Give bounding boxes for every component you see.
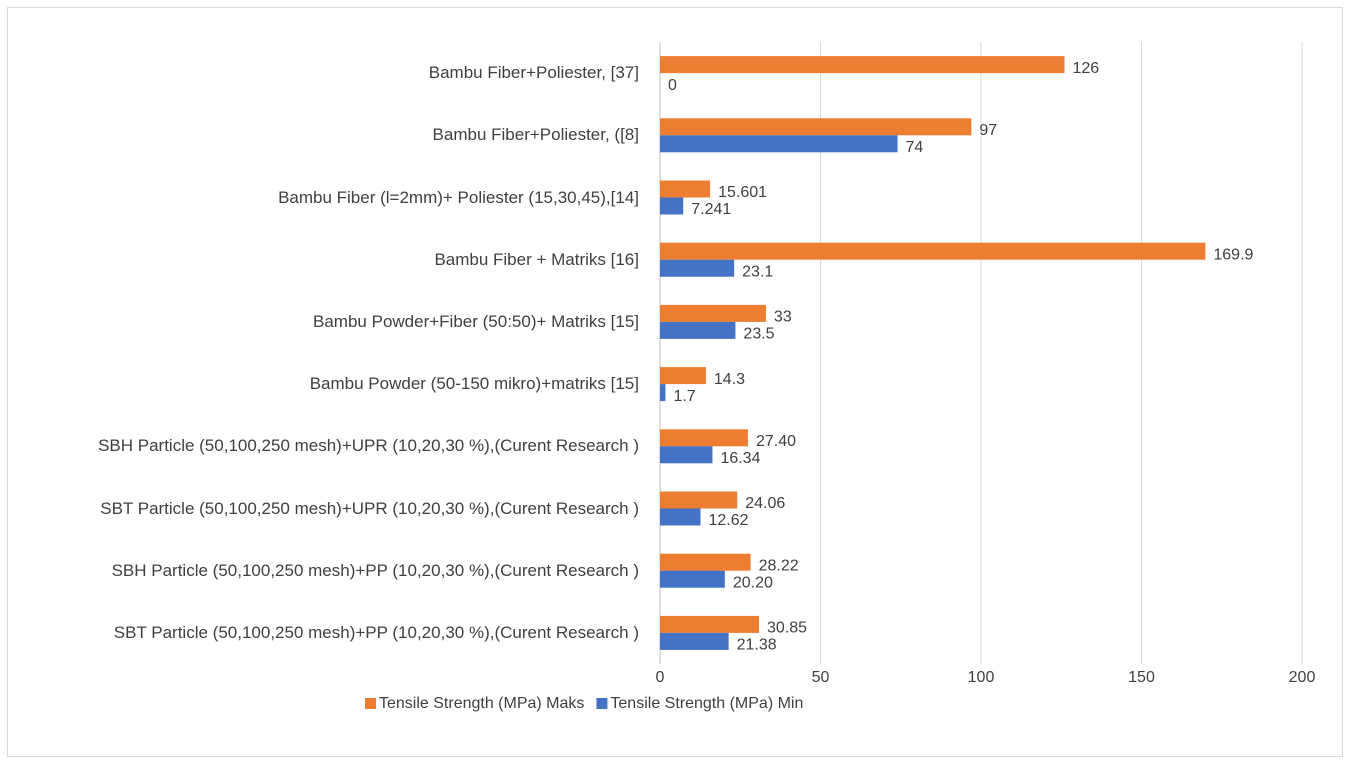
bar (660, 570, 725, 588)
y-tick-label: Bambu Fiber + Matriks [16] (434, 249, 639, 269)
x-tick-label: 150 (1128, 669, 1155, 686)
y-tick-label: Bambu Powder (50-150 mikro)+matriks [15] (309, 374, 639, 394)
bar (660, 446, 713, 464)
bar (660, 242, 1206, 260)
y-tick-label: Bambu Fiber (l=2mm)+ Poliester (15,30,45… (278, 187, 639, 207)
y-tick-label: SBT Particle (50,100,250 mesh)+UPR (10,2… (100, 498, 639, 518)
bar (660, 259, 735, 277)
value-label: 74 (906, 139, 924, 156)
bar (660, 118, 972, 136)
bar (660, 429, 748, 447)
legend-swatch (365, 698, 376, 709)
value-label: 30.85 (767, 620, 807, 637)
bar (660, 304, 766, 322)
value-label: 20.20 (733, 574, 773, 591)
value-label: 7.241 (691, 201, 731, 218)
bar (660, 56, 1065, 74)
value-label: 23.1 (742, 263, 773, 280)
value-label: 27.40 (756, 433, 796, 450)
y-tick-label: SBT Particle (50,100,250 mesh)+PP (10,20… (113, 622, 639, 642)
value-label: 97 (979, 122, 997, 139)
value-label: 16.34 (720, 450, 760, 467)
bar (660, 632, 729, 650)
bar (660, 180, 711, 198)
x-tick-label: 100 (968, 669, 995, 686)
value-label: 1.7 (673, 388, 695, 405)
value-label: 15.601 (718, 184, 767, 201)
bar (660, 553, 751, 571)
value-label: 33 (774, 309, 792, 326)
value-label: 21.38 (737, 637, 777, 654)
y-tick-label: Bambu Powder+Fiber (50:50)+ Matriks [15] (313, 311, 639, 331)
x-tick-label: 200 (1289, 669, 1316, 686)
y-tick-label: SBH Particle (50,100,250 mesh)+UPR (10,2… (98, 436, 639, 456)
legend-swatch (596, 698, 608, 709)
value-label: 126 (1072, 60, 1099, 77)
y-tick-label: Bambu Fiber+Poliester, [37] (428, 63, 639, 83)
bar (660, 367, 706, 385)
value-label: 14.3 (714, 371, 745, 388)
chart-border (7, 7, 1343, 757)
x-tick-label: 50 (812, 669, 830, 686)
x-tick-label: 0 (656, 669, 665, 686)
legend-label: Tensile Strength (MPa) Maks (379, 695, 584, 712)
value-label: 24.06 (745, 495, 785, 512)
bar (660, 508, 701, 526)
value-label: 0 (668, 77, 677, 94)
bar (660, 321, 736, 339)
value-label: 12.62 (709, 512, 749, 529)
legend-label: Tensile Strength (MPa) Min (610, 695, 803, 712)
y-tick-label: SBH Particle (50,100,250 mesh)+PP (10,20… (111, 560, 639, 580)
bar (660, 197, 684, 215)
bar (660, 135, 898, 153)
value-label: 169.9 (1213, 246, 1253, 263)
bar (660, 384, 666, 402)
value-label: 28.22 (759, 557, 799, 574)
bar (660, 615, 760, 633)
y-tick-label: Bambu Fiber+Poliester, ([8] (432, 125, 639, 145)
bar (660, 491, 738, 509)
value-label: 23.5 (743, 326, 774, 343)
